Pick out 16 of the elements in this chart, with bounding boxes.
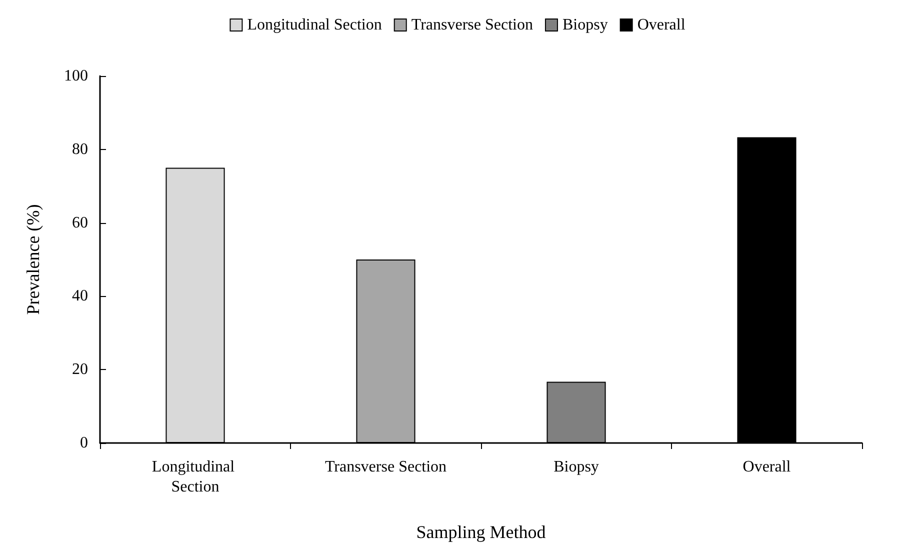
y-tick-label: 60 [72,214,88,232]
x-tick-label: Longitudinal Section [152,458,239,496]
legend-label: Longitudinal Section [247,16,382,34]
y-tick-label: 20 [72,361,88,378]
x-axis-title: Sampling Method [416,522,546,542]
x-tick-label: Biopsy [554,458,599,476]
legend-label: Biopsy [562,16,608,34]
y-tick-label: 80 [72,140,88,158]
x-tick-label: Transverse Section [324,458,447,476]
y-tick-label: 100 [64,68,88,84]
y-tick-label: 0 [80,434,88,452]
y-tick-label: 40 [72,288,88,305]
legend-label: Overall [637,16,686,34]
y-axis-title: Prevalence (%) [23,204,43,315]
x-tick-label: Overall [742,458,792,476]
legend-label: Transverse Section [411,16,533,34]
